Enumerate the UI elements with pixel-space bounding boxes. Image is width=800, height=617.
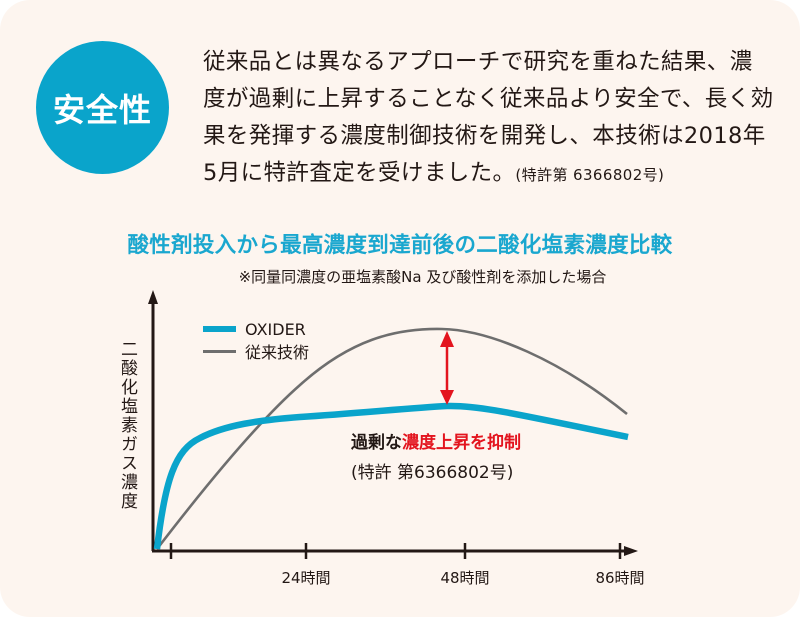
legend-swatch-oxider [203, 326, 236, 332]
description-text: 従来品とは異なるアプローチで研究を重ねた結果、濃 度が過剰に上昇することなく従来… [203, 44, 773, 194]
arrow-up-icon [440, 331, 454, 347]
legend-item-oxider: OXIDER [203, 318, 309, 340]
legend-item-conventional: 従来技術 [203, 340, 309, 362]
annotation-emphasis: 濃度上昇を抑制 [402, 433, 521, 453]
description-line: 従来品とは異なるアプローチで研究を重ねた結果、濃 [203, 49, 753, 75]
safety-badge: 安全性 [36, 41, 169, 174]
patent-note: (特許第 6366802号) [515, 166, 665, 184]
x-axis-arrow-icon [624, 546, 638, 556]
badge-label: 安全性 [52, 90, 152, 129]
x-tick-label: 48時間 [440, 569, 490, 587]
annotation-text: 過剰な [351, 433, 402, 453]
legend-swatch-conventional [203, 349, 236, 353]
series-oxider-line [153, 402, 629, 550]
y-axis-label: 二酸化塩素ガス濃度 [117, 340, 137, 511]
arrow-down-icon [440, 390, 454, 405]
x-tick-label: 24時間 [281, 569, 331, 587]
chart-legend: OXIDER 従来技術 [203, 318, 309, 362]
annotation-patent: (特許 第6366802号) [351, 463, 514, 483]
chart-annotation: 過剰な濃度上昇を抑制 [351, 428, 521, 453]
legend-label: OXIDER [245, 319, 306, 339]
description-line-text: 5月に特許査定を受けました。 [203, 160, 516, 186]
y-axis-arrow-icon [148, 290, 158, 304]
legend-label: 従来技術 [245, 343, 310, 362]
description-line: 果を発揮する濃度制御技術を開発し、本技術は2018年 [203, 123, 766, 149]
chart-subtitle: ※同量同濃度の亜塩素酸Na 及び酸性剤を添加した場合 [238, 268, 607, 286]
description-line: 度が過剰に上昇することなく従来品より安全で、長く効 [203, 86, 774, 112]
description-line: 5月に特許査定を受けました。(特許第 6366802号) [203, 155, 773, 194]
series-conventional-line [155, 327, 628, 550]
chart-title: 酸性剤投入から最高濃度到達前後の二酸化塩素濃度比較 [127, 233, 673, 258]
x-tick-label: 86時間 [595, 569, 645, 587]
